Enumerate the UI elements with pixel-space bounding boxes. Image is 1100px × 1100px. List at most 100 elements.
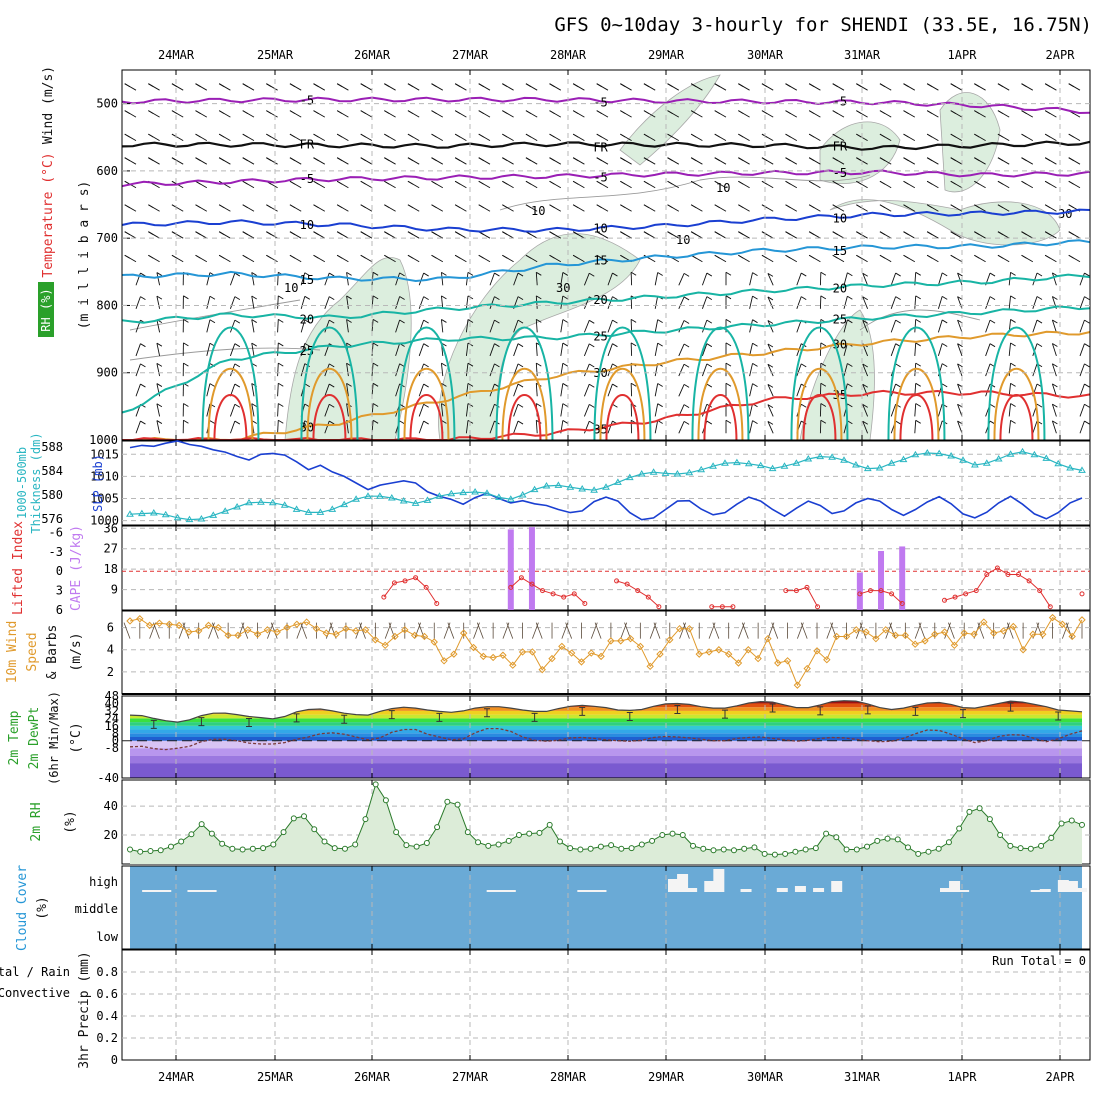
- wind-barb: [1036, 403, 1043, 408]
- precip-tick: 0.4: [96, 1009, 118, 1023]
- wind-barb: [148, 204, 154, 209]
- wind-barb: [478, 133, 484, 138]
- wind-barb: [1008, 403, 1012, 417]
- wind-barb: [535, 272, 538, 286]
- thickness-marker: [1042, 454, 1051, 461]
- wind-barb: [657, 319, 663, 323]
- wind-speed-marker: [165, 620, 173, 628]
- wind-barb: [808, 204, 815, 209]
- li-tick: 0: [56, 564, 63, 578]
- thickness-marker: [828, 453, 836, 460]
- wind-speed-marker: [1039, 630, 1047, 638]
- rh-marker: [352, 841, 359, 848]
- wind-speed-marker: [185, 628, 193, 636]
- precip-tick: 0.2: [96, 1031, 118, 1045]
- rh-marker: [945, 839, 952, 846]
- wind-barb: [329, 296, 335, 300]
- wind-barb: [562, 319, 569, 323]
- lifted-index-marker: [571, 591, 577, 597]
- thickness-marker: [411, 499, 420, 506]
- rh-shading: [284, 257, 412, 441]
- wind-barb: [926, 204, 933, 209]
- rh-marker: [864, 843, 871, 850]
- wind-barb: [336, 133, 343, 138]
- wind-barb: [562, 272, 569, 276]
- wind-barb: [156, 362, 163, 367]
- high-cloud-bar: [160, 890, 172, 892]
- thickness-marker: [197, 515, 206, 522]
- wind-barb: [738, 231, 744, 236]
- wind-barb: [856, 231, 862, 236]
- pressure-tick: 900: [96, 366, 118, 380]
- wind-barb: [738, 133, 744, 138]
- wind-speed-marker: [410, 631, 419, 640]
- wind-barb: [336, 157, 343, 162]
- wind-barb: [418, 404, 425, 417]
- wind-barb: [690, 157, 697, 162]
- wind-barb: [277, 319, 279, 333]
- rh-marker: [167, 843, 174, 850]
- temp-tick: 0: [112, 734, 119, 748]
- wind-barb: [313, 83, 319, 88]
- wind-speed-marker: [685, 624, 694, 633]
- thickness-marker: [233, 503, 241, 510]
- wind-barb: [725, 382, 732, 387]
- wind-barb: [1044, 180, 1051, 185]
- wind-barb: [300, 363, 306, 377]
- wind-barb: [589, 343, 595, 348]
- wind-barb: [549, 204, 555, 209]
- cape-tick: 27: [104, 542, 118, 556]
- wind-barb: [372, 382, 379, 387]
- wind-barb: [289, 180, 296, 185]
- temp-contour-label: 25: [833, 312, 847, 326]
- wind-speed-marker: [273, 628, 281, 636]
- wind-barb: [832, 110, 838, 114]
- wind-barb: [926, 133, 933, 138]
- wind-barb: [440, 363, 444, 377]
- thickness-marker: [971, 461, 979, 468]
- thickness-marker: [721, 459, 729, 466]
- wind-barb: [761, 133, 768, 138]
- lifted-index-marker: [899, 601, 905, 607]
- wind-barb: [926, 231, 933, 236]
- temp-contour-10: [121, 208, 1091, 233]
- wind-barb: [654, 295, 659, 309]
- temp-diurnal-contour: [887, 326, 946, 441]
- wind-barb: [612, 363, 618, 368]
- rh-marker: [730, 847, 737, 854]
- thickness-marker: [1078, 466, 1086, 473]
- wind-barb: [974, 180, 980, 185]
- wind-barb: [209, 420, 216, 425]
- wind-barb: [395, 272, 401, 286]
- wind-barb: [714, 83, 720, 88]
- wind-barb: [914, 403, 917, 417]
- rh-marker: [1058, 820, 1065, 827]
- wind-speed-marker: [401, 626, 409, 634]
- wind-barb: [467, 362, 474, 367]
- ylabel-wind-barbs: & Barbs: [45, 625, 60, 680]
- wind-barb: [360, 110, 366, 114]
- wind-barb: [914, 319, 917, 333]
- wind-barb: [395, 383, 401, 397]
- wind-barb: [796, 296, 802, 309]
- wind-barb: [494, 296, 500, 300]
- wind-barb: [667, 204, 673, 209]
- wind-barb: [560, 319, 564, 333]
- wind-barb: [808, 157, 815, 162]
- lifted-index-marker: [793, 588, 799, 594]
- wind-barb: [535, 342, 538, 356]
- wind-barb: [148, 83, 154, 88]
- wind-barb: [801, 272, 807, 277]
- wind-barb: [346, 383, 349, 397]
- wind-speed-marker: [597, 652, 605, 661]
- wind-barb: [329, 403, 335, 408]
- rh-marker: [239, 846, 246, 853]
- wind-speed-marker: [1058, 620, 1067, 628]
- wind-barb: [832, 133, 838, 138]
- wind-barb: [725, 271, 732, 276]
- wind-barb: [346, 319, 349, 333]
- wind-barb: [862, 404, 868, 408]
- wind-barb: [678, 364, 685, 377]
- li-tick: 6: [56, 603, 63, 617]
- wind-barb: [612, 272, 618, 277]
